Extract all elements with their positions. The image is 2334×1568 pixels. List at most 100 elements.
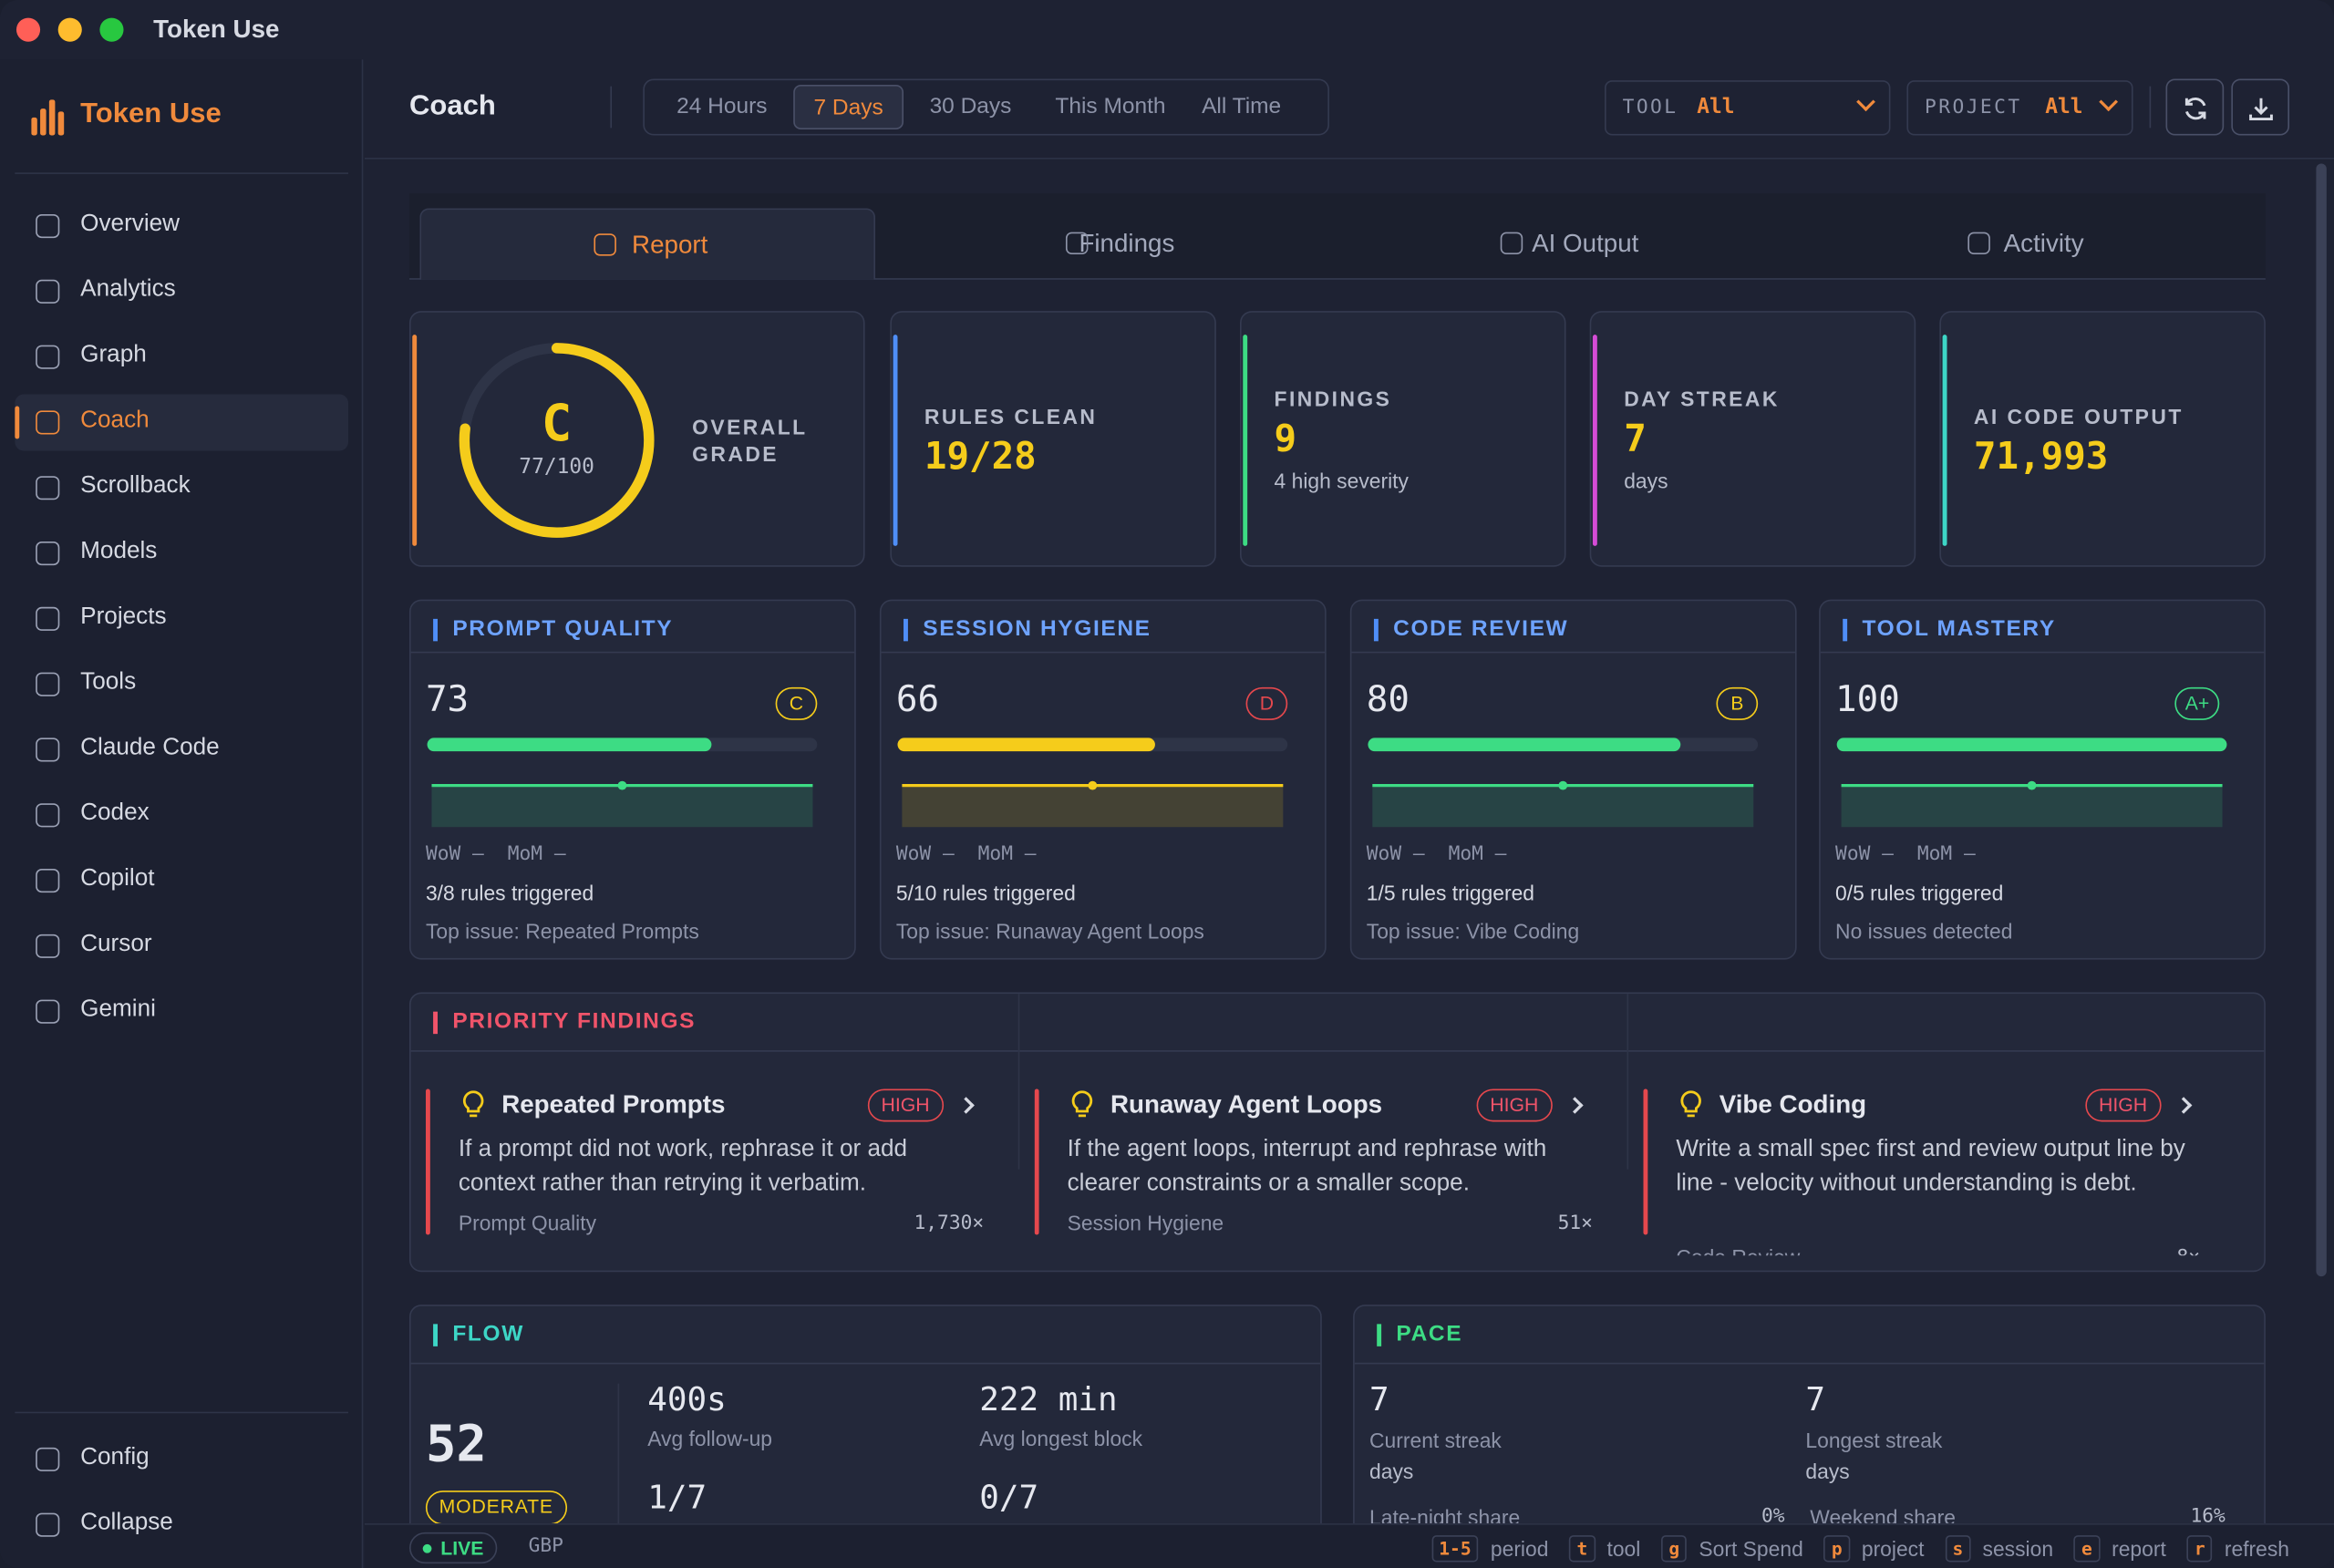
title-bar — [1377, 1324, 1382, 1346]
export-button[interactable] — [2231, 78, 2290, 136]
footer-item[interactable]: Config — [15, 1431, 348, 1488]
stat-card: RULES CLEAN 19/28 — [890, 311, 1216, 567]
nav-item[interactable]: Graph — [15, 329, 348, 386]
nav-item[interactable]: Copilot — [15, 852, 348, 909]
nav-item[interactable]: Coach — [15, 394, 349, 451]
category-title: CODE REVIEW — [1393, 615, 1569, 642]
tab-label: Activity — [2003, 229, 2084, 258]
traffic-light[interactable] — [15, 17, 41, 42]
bulb-glyph — [1071, 1090, 1093, 1118]
grade-letter: C — [541, 394, 573, 454]
nav-label: Overview — [80, 211, 181, 237]
period-button[interactable]: 7 Days — [793, 85, 904, 129]
select[interactable]: PROJECT All — [1906, 80, 2133, 136]
nav-item[interactable]: Gemini — [15, 984, 348, 1040]
nav-item[interactable]: Tools — [15, 656, 348, 713]
sparkline — [431, 780, 813, 828]
sparkline — [1372, 780, 1754, 828]
tab[interactable]: Report — [419, 208, 875, 280]
bulb-icon — [462, 1090, 484, 1118]
icon — [594, 233, 616, 256]
stat-label: DAY STREAK — [1624, 387, 1780, 411]
shortcut-label: report — [2112, 1535, 2166, 1561]
divider — [410, 651, 855, 654]
grade-card: C 77/100 OVERALL GRADE — [408, 311, 865, 567]
tab-label: AI Output — [1532, 229, 1639, 258]
chevron[interactable] — [2174, 1097, 2193, 1114]
category-title: TOOL MASTERY — [1862, 615, 2056, 642]
chevron — [2099, 92, 2119, 112]
icon — [36, 803, 60, 828]
nav-label: Claude Code — [80, 735, 220, 760]
stat-card: AI CODE OUTPUT 71,993 — [1939, 311, 2266, 567]
traffic-light[interactable] — [99, 17, 124, 42]
score-bar — [427, 738, 712, 752]
tab[interactable]: AI Output — [1337, 208, 1792, 279]
spark-area — [1841, 785, 2223, 828]
nav-item[interactable]: Models — [15, 525, 348, 582]
period-button[interactable]: All Time — [1202, 93, 1282, 119]
finding-count: 51× — [1557, 1212, 1593, 1235]
tab[interactable]: Activity — [1795, 208, 2251, 279]
finding: Repeated Prompts HIGH If a prompt did not … — [425, 1080, 1007, 1256]
logo-bar — [40, 108, 46, 136]
pace-value: 7 — [1805, 1382, 1826, 1419]
spark-dot — [1558, 780, 1568, 790]
finding: Vibe Coding HIGH Write a small spec first … — [1643, 1080, 2224, 1255]
stat-label: FINDINGS — [1274, 387, 1392, 411]
icon — [36, 934, 60, 958]
nav-item[interactable]: Overview — [15, 198, 348, 254]
title-bar — [904, 618, 908, 642]
button-icon — [2184, 97, 2206, 120]
nav-item[interactable]: Claude Code — [15, 721, 348, 778]
traffic-light[interactable] — [57, 17, 82, 42]
chevron[interactable] — [1566, 1097, 1584, 1114]
separator — [610, 86, 613, 129]
grade-label: OVERALL GRADE — [692, 415, 808, 466]
period-button[interactable]: This Month — [1055, 93, 1166, 119]
header-border — [364, 157, 2334, 160]
title-bar — [433, 1324, 438, 1346]
top-issue: Top issue: Vibe Coding — [1366, 919, 1580, 944]
flow-title: FLOW — [452, 1321, 524, 1346]
footer-item[interactable]: Collapse — [15, 1497, 348, 1553]
shortcut: r refresh — [2186, 1534, 2289, 1562]
tab-label: Report — [632, 230, 708, 259]
category-score: 73 — [425, 678, 470, 720]
rules: 0/5 rules triggered — [1835, 881, 2004, 905]
category-score: 80 — [1366, 678, 1410, 720]
bulb-icon — [1680, 1090, 1701, 1118]
period-button[interactable]: 24 Hours — [676, 93, 768, 119]
nav-label: Codex — [80, 799, 150, 826]
brand-logo — [31, 99, 65, 136]
nav-item[interactable]: Cursor — [15, 918, 348, 975]
nav-label: Coach — [80, 407, 150, 433]
severity-bar — [425, 1088, 430, 1235]
category-card: SESSION HYGIENE 66 D WoW – MoM – 5/10 rules t… — [879, 599, 1327, 960]
top-issue: No issues detected — [1835, 919, 2013, 944]
period-button[interactable]: 30 Days — [929, 93, 1012, 119]
refresh-button[interactable] — [2165, 78, 2225, 136]
tab[interactable]: Findings — [878, 208, 1334, 279]
nav-item[interactable]: Scrollback — [15, 459, 348, 516]
nav-item[interactable]: Analytics — [15, 263, 348, 320]
spark-area — [902, 785, 1284, 828]
chevron[interactable] — [957, 1097, 975, 1114]
icon — [36, 999, 60, 1024]
nav-item[interactable]: Codex — [15, 787, 348, 843]
mom: MoM – — [1448, 843, 1507, 866]
shortcut: g Sort Spend — [1661, 1534, 1803, 1562]
select-value: All — [2045, 95, 2083, 119]
window-title: Token Use — [153, 15, 280, 44]
shortcut-key: e — [2073, 1534, 2101, 1562]
select[interactable]: TOOL All — [1604, 80, 1891, 136]
severity-bar — [1643, 1088, 1648, 1235]
live-dot — [422, 1543, 432, 1553]
shortcut: p project — [1823, 1534, 1924, 1562]
stat-sub: days — [1624, 469, 1668, 493]
priority-title: PRIORITY FINDINGS — [452, 1008, 697, 1035]
category-score: 100 — [1835, 678, 1900, 720]
nav-item[interactable]: Projects — [15, 591, 348, 647]
icon — [36, 672, 60, 696]
column-divider — [1017, 994, 1020, 1170]
